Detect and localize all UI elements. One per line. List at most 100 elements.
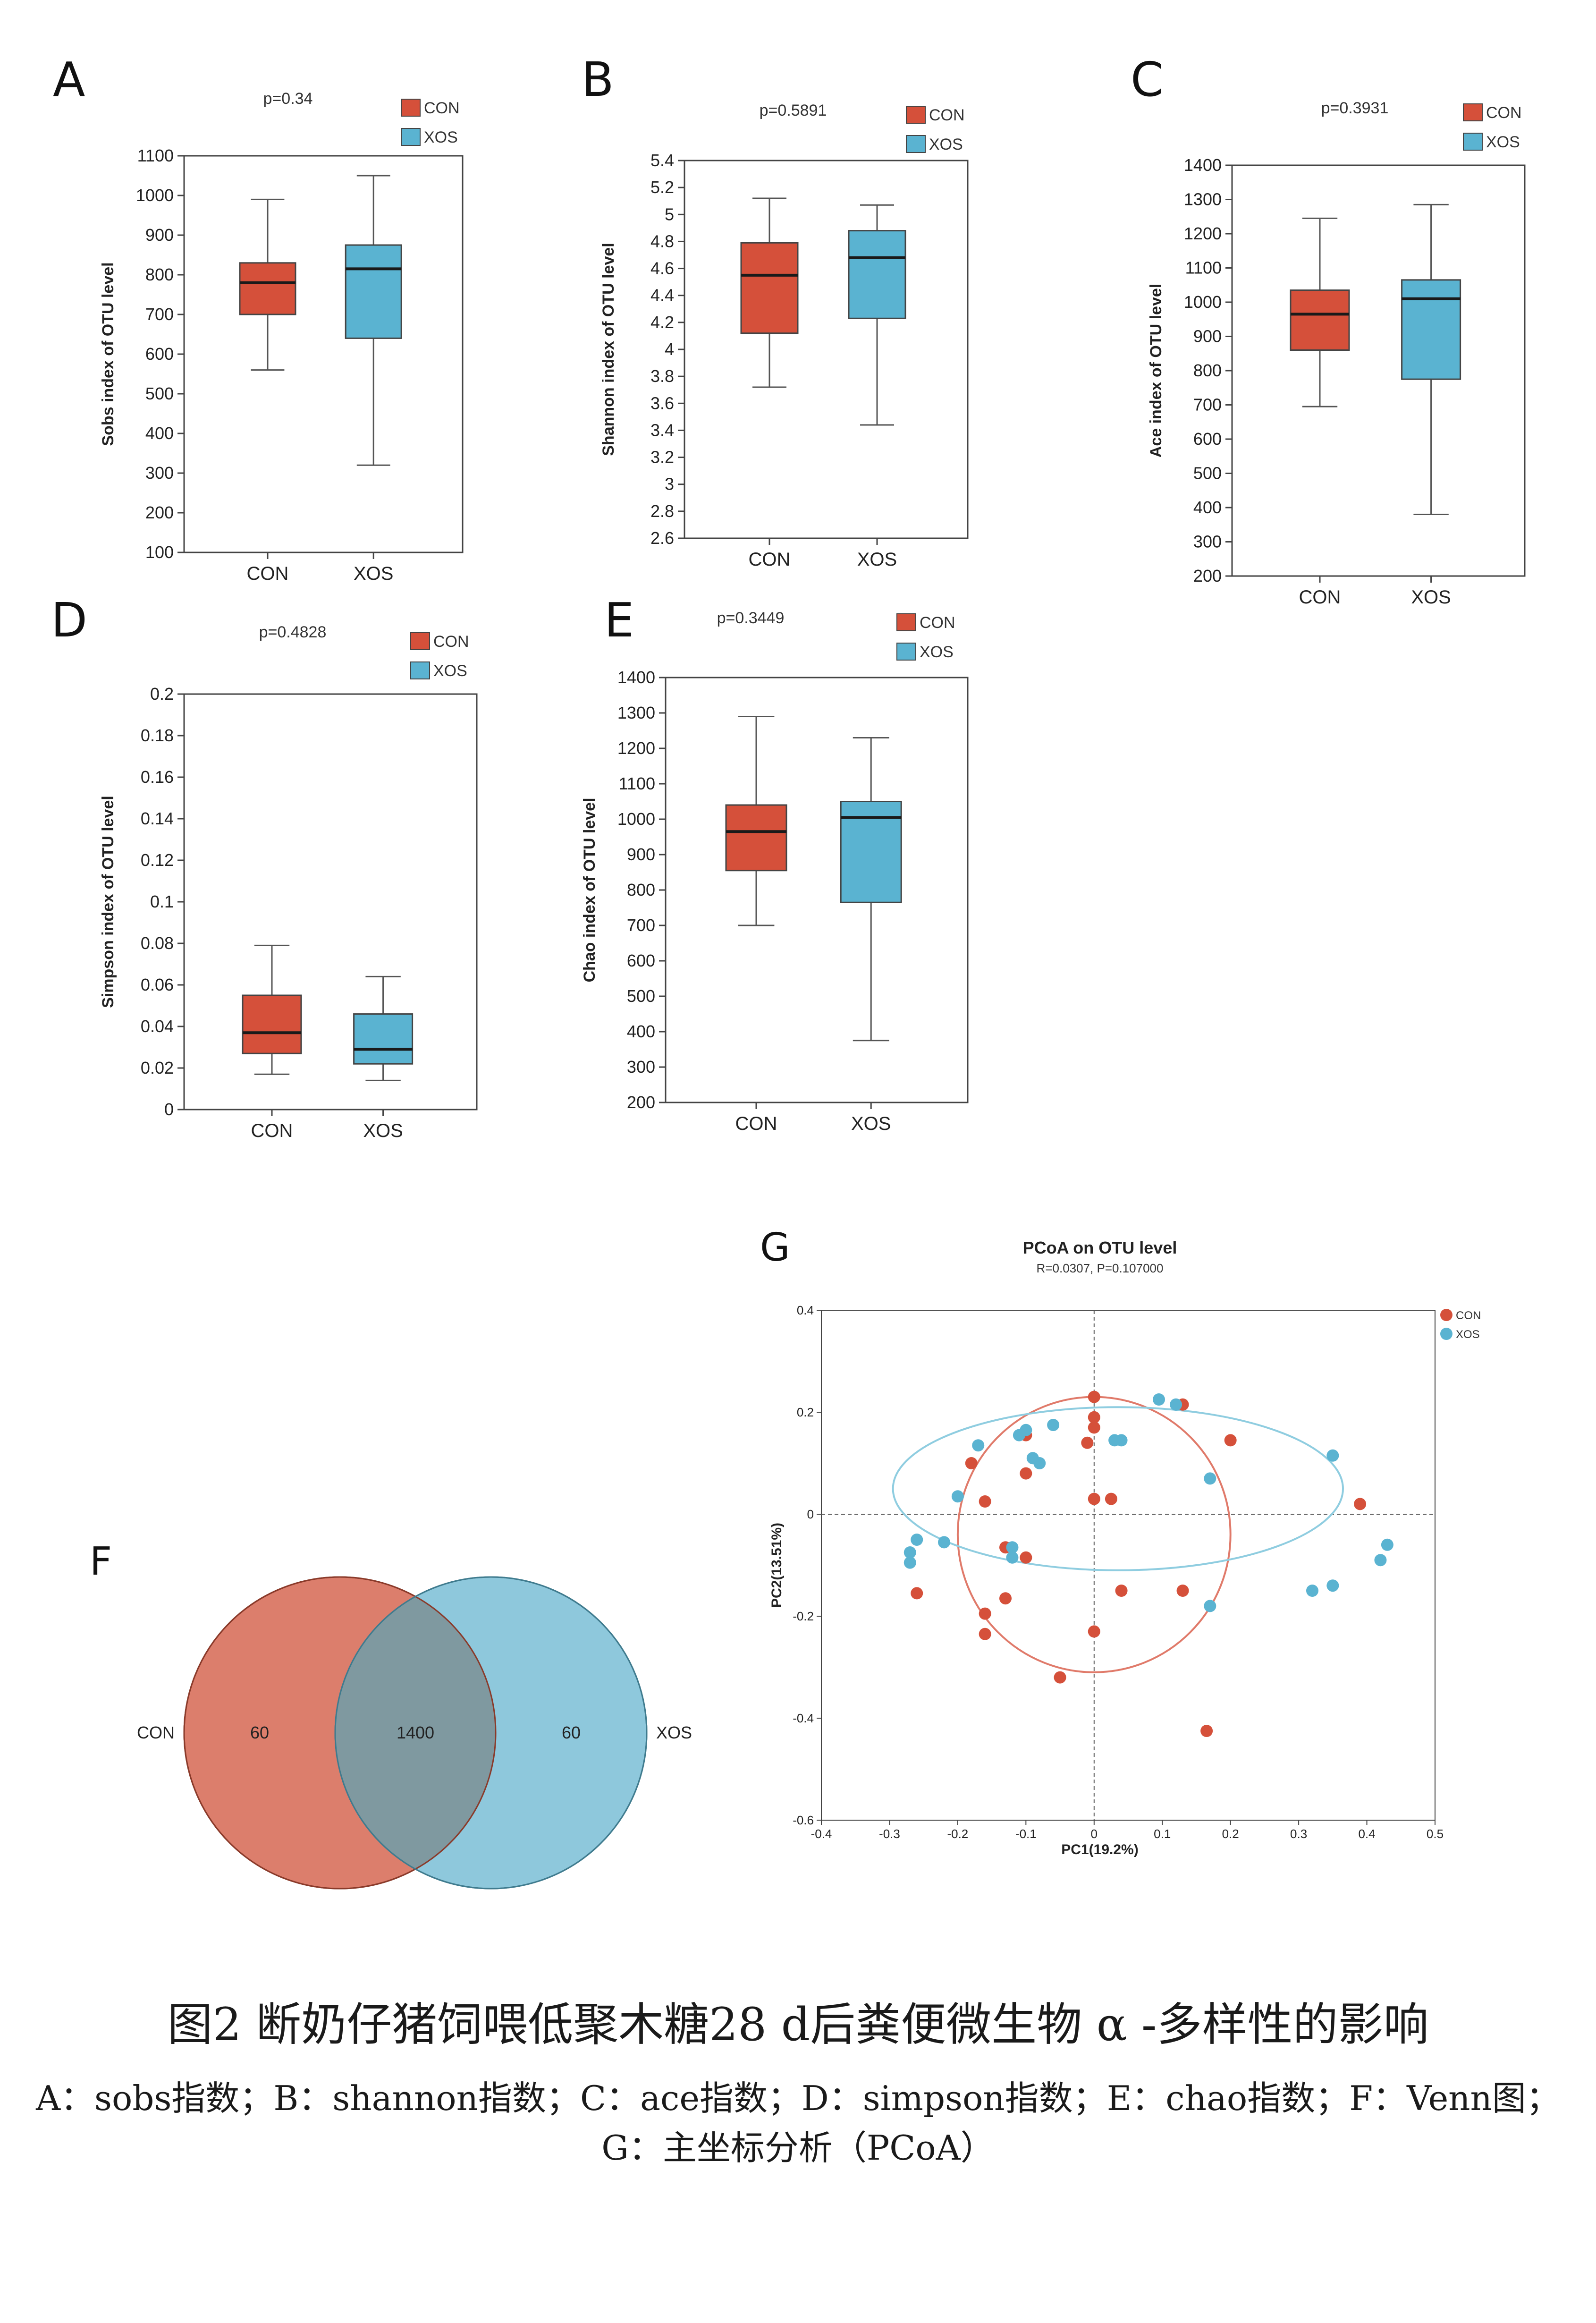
legend-label-con: CON — [929, 106, 965, 124]
y-axis-label: Shannon index of OTU level — [600, 243, 617, 456]
y-tick-label: 1100 — [1185, 258, 1222, 278]
pcoa-title: PCoA on OTU level — [1023, 1238, 1177, 1257]
y-tick-label: 100 — [145, 543, 174, 562]
boxplot-chart-b: p=0.5891 CON XOS 2.6 2.8 3 3.2 3.4 3.6 3.8 4 4.2 4.4… — [600, 102, 969, 567]
x-tick-label: CON — [749, 549, 791, 567]
panel-letter-f: F — [90, 1539, 112, 1584]
y-axis-label: Sobs index of OTU level — [99, 262, 117, 446]
point-xos — [1013, 1429, 1025, 1441]
box-xos — [848, 230, 906, 319]
box-xos — [353, 1013, 414, 1065]
x-tick-label: 0.1 — [1154, 1827, 1171, 1841]
x-tick-label: CON — [247, 563, 289, 584]
point-xos — [1204, 1600, 1216, 1612]
y-tick-label: 500 — [145, 384, 174, 403]
y-tick-label: 0.1 — [150, 892, 174, 911]
y-tick-label: -0.2 — [793, 1609, 814, 1623]
x-tick-label: XOS — [851, 1113, 891, 1134]
plot-frame — [665, 677, 969, 1103]
legend-label-xos: XOS — [920, 643, 954, 661]
point-con — [1105, 1492, 1117, 1505]
point-con — [1081, 1436, 1094, 1449]
venn-outline-xos — [334, 1576, 648, 1890]
y-tick-label: 0.2 — [150, 684, 174, 704]
y-tick-label: 1000 — [617, 809, 655, 829]
y-tick-label: 1200 — [617, 738, 655, 758]
y-tick-label: 800 — [627, 880, 655, 899]
point-con — [1115, 1585, 1128, 1597]
x-tick-label: 0.2 — [1222, 1827, 1239, 1841]
y-tick-label: 1300 — [617, 703, 655, 722]
legend-swatch-con — [896, 613, 916, 631]
legend-swatch-con — [1463, 103, 1483, 121]
y-tick-label: 200 — [1193, 566, 1222, 585]
y-tick-label: 200 — [145, 503, 174, 522]
figure-caption-line-1: A：sobs指数；B：shannon指数；C：ace指数；D：simpson指数… — [36, 2078, 1560, 2118]
point-xos — [1047, 1419, 1060, 1431]
box-xos — [1401, 279, 1461, 380]
y-tick-label: 600 — [145, 344, 174, 364]
y-tick-label: 2.6 — [650, 528, 674, 548]
y-tick-label: 0.14 — [141, 809, 174, 828]
point-con — [1354, 1498, 1367, 1510]
y-tick-label: 700 — [145, 305, 174, 324]
panel-letter-e: E — [604, 593, 634, 648]
venn-label-con: CON — [137, 1723, 175, 1742]
venn-count-xos-only: 60 — [562, 1723, 581, 1742]
y-tick-label: 0.2 — [797, 1405, 814, 1419]
legend-label-xos: XOS — [929, 136, 963, 153]
x-tick-label: XOS — [363, 1120, 403, 1141]
y-tick-label: 700 — [627, 916, 655, 935]
y-tick-label: 0.08 — [141, 933, 174, 953]
point-xos — [1306, 1585, 1318, 1597]
y-tick-label: 0.4 — [797, 1303, 814, 1317]
boxplot-chart-a: p=0.34 CON XOS 100 200 300 400 500 600 700 800 900 1… — [99, 90, 464, 584]
venn-outline-con — [183, 1576, 497, 1890]
box-con — [1290, 289, 1350, 351]
x-tick-label: CON — [251, 1120, 293, 1141]
y-tick-label: -0.6 — [793, 1813, 814, 1827]
y-tick-label: 800 — [1193, 361, 1222, 380]
y-tick-label: 0.12 — [141, 850, 174, 870]
y-tick-label: 400 — [1193, 498, 1222, 517]
y-tick-label: 4.6 — [650, 259, 674, 278]
y-tick-label: 0.16 — [141, 767, 174, 787]
y-tick-label: 300 — [1193, 532, 1222, 551]
plot-frame — [684, 160, 969, 539]
y-tick-label: 0.02 — [141, 1058, 174, 1077]
y-tick-label: 3.4 — [650, 420, 674, 440]
y-tick-label: 3.2 — [650, 448, 674, 467]
point-con — [1020, 1467, 1032, 1480]
point-xos — [1006, 1551, 1019, 1564]
panel-letter-g: G — [760, 1225, 790, 1270]
y-tick-label: 900 — [145, 225, 174, 245]
p-value-label: p=0.34 — [263, 90, 313, 108]
y-tick-label: -0.4 — [793, 1711, 814, 1725]
point-con — [979, 1607, 991, 1620]
legend-swatch-con — [906, 106, 926, 124]
y-tick-label: 200 — [627, 1093, 655, 1112]
venn-count-overlap: 1400 — [397, 1723, 434, 1742]
point-con — [1176, 1585, 1189, 1597]
y-tick-label: 4.2 — [650, 313, 674, 332]
point-con — [1088, 1625, 1100, 1638]
point-con — [965, 1457, 978, 1469]
point-xos — [1115, 1434, 1128, 1447]
y-axis-label: Simpson index of OTU level — [99, 796, 117, 1008]
y-tick-label: 1400 — [1184, 155, 1222, 175]
y-axis-label: PC2(13.51%) — [769, 1523, 785, 1608]
panel-letter-c: C — [1131, 52, 1164, 107]
y-tick-label: 1000 — [136, 186, 174, 205]
y-tick-label: 300 — [627, 1057, 655, 1077]
legend-label-xos: XOS — [1486, 133, 1520, 151]
point-xos — [1374, 1554, 1387, 1567]
legend-dot-con — [1440, 1309, 1452, 1321]
point-xos — [911, 1534, 923, 1546]
point-con — [1224, 1434, 1237, 1447]
legend-swatch-con — [401, 99, 421, 117]
x-tick-label: -0.2 — [947, 1827, 968, 1841]
y-tick-label: 3.8 — [650, 366, 674, 386]
y-tick-label: 1100 — [619, 774, 655, 793]
y-tick-label: 600 — [627, 951, 655, 970]
y-tick-label: 4.8 — [650, 231, 674, 251]
